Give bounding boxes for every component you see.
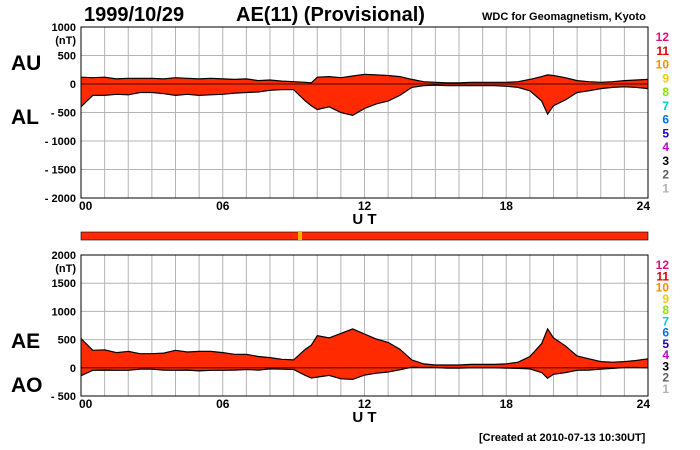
ae-ao-unit-label: (nT) bbox=[55, 263, 76, 275]
data-quality-bar bbox=[80, 231, 649, 241]
ae-ao-series-ao-line bbox=[80, 366, 649, 381]
ae-ao-ytick-label: 1500 bbox=[52, 278, 76, 290]
ae-ao-ytick-label: 2000 bbox=[52, 250, 76, 262]
ae-ao-station-count-label: 6 bbox=[662, 326, 669, 340]
au-al-station-count-label: 6 bbox=[662, 113, 669, 127]
au-al-station-count-label: 12 bbox=[656, 30, 670, 44]
ae-ao-series-ae-line bbox=[80, 327, 649, 366]
au-al-xtick-label: 24 bbox=[637, 199, 651, 213]
au-al-station-count-label: 3 bbox=[662, 154, 669, 168]
ae-ao-xtick-label: 12 bbox=[358, 397, 372, 411]
ae-ao-ytick-label: 1000 bbox=[52, 306, 76, 318]
chart-date: 1999/10/29 bbox=[84, 4, 185, 26]
au-al-series-au-line bbox=[80, 73, 649, 84]
ae-ao-station-count-label: 4 bbox=[662, 348, 669, 362]
ae-ao-station-count-label: 1 bbox=[662, 382, 669, 396]
au-al-ytick-label: 1000 bbox=[52, 22, 76, 34]
source-label: WDC for Geomagnetism, Kyoto bbox=[482, 11, 646, 23]
au-al-station-count-label: 7 bbox=[662, 99, 669, 113]
au-al-xaxis-label: U T bbox=[352, 211, 376, 228]
au-al-station-count-label: 2 bbox=[662, 168, 669, 182]
ae-ao-plot-frame bbox=[80, 254, 649, 397]
al-label: AL bbox=[11, 106, 39, 129]
au-al-xtick-label: 12 bbox=[358, 199, 372, 213]
au-al-station-count-label: 4 bbox=[662, 140, 669, 154]
au-al-series-al-line bbox=[80, 84, 649, 116]
au-al-ytick-label: 500 bbox=[58, 51, 76, 63]
ae-ao-xtick-label: 06 bbox=[216, 397, 230, 411]
ae-ao-xtick-label: 18 bbox=[500, 397, 514, 411]
au-al-station-count-label: 10 bbox=[656, 58, 670, 72]
au-al-xtick-label: 18 bbox=[500, 199, 514, 213]
au-al-xtick-label: 00 bbox=[79, 199, 93, 213]
au-al-fill-band bbox=[81, 74, 648, 116]
ae-ao-station-count-label: 2 bbox=[662, 371, 669, 385]
ae-ao-fill-band bbox=[81, 328, 648, 380]
ae-ao-station-count-label: 5 bbox=[662, 337, 669, 351]
au-al-unit-label: (nT) bbox=[55, 35, 76, 47]
au-al-plot-frame bbox=[80, 26, 649, 199]
ae-ao-ytick-label: 500 bbox=[58, 335, 76, 347]
au-al-station-count-label: 5 bbox=[662, 126, 669, 140]
ao-label: AO bbox=[11, 374, 43, 397]
au-al-station-count-label: 9 bbox=[662, 71, 669, 85]
ae-ao-ytick-label: 0 bbox=[70, 363, 76, 375]
ae-ao-station-count-label: 11 bbox=[656, 269, 669, 283]
ae-label: AE bbox=[11, 330, 40, 353]
ae-ao-station-count-label: 10 bbox=[656, 281, 670, 295]
ae-ao-xaxis-label: U T bbox=[352, 409, 376, 426]
au-al-station-count-label: 11 bbox=[656, 44, 669, 58]
ae-ao-station-count-label: 8 bbox=[662, 303, 669, 317]
au-al-ytick-label: - 1000 bbox=[45, 136, 76, 148]
ae-ao-station-count-label: 9 bbox=[662, 292, 669, 306]
au-al-ytick-label: - 2000 bbox=[45, 193, 76, 205]
au-al-ytick-label: - 1500 bbox=[45, 165, 76, 177]
ae-ao-station-count-label: 7 bbox=[662, 314, 669, 328]
au-label: AU bbox=[11, 52, 41, 75]
au-al-station-count-label: 1 bbox=[662, 181, 669, 195]
data-quality-marker bbox=[298, 232, 302, 240]
created-timestamp: [Created at 2010-07-13 10:30UT] bbox=[479, 432, 646, 444]
au-al-xtick-label: 06 bbox=[216, 199, 230, 213]
ae-ao-xtick-label: 00 bbox=[79, 397, 93, 411]
chart-title: AE(11) (Provisional) bbox=[236, 4, 425, 26]
au-al-station-count-label: 8 bbox=[662, 85, 669, 99]
au-al-ytick-label: - 500 bbox=[51, 108, 76, 120]
au-al-ytick-label: 0 bbox=[70, 79, 76, 91]
ae-ao-ytick-label: - 500 bbox=[51, 391, 76, 403]
ae-ao-station-count-label: 12 bbox=[656, 258, 670, 272]
ae-ao-station-count-label: 3 bbox=[662, 359, 669, 373]
ae-ao-xtick-label: 24 bbox=[637, 397, 651, 411]
